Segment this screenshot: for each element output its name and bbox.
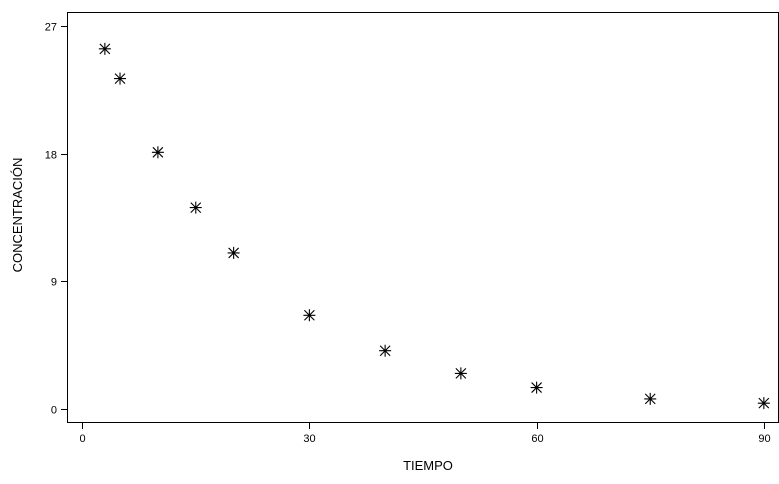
y-tick-label: 0 <box>51 405 57 417</box>
y-axis-title: CONCENTRACIÓN <box>10 158 25 273</box>
x-axis-title: TIEMPO <box>403 458 453 473</box>
data-point <box>303 309 316 322</box>
data-point <box>757 397 770 410</box>
plot-frame <box>67 12 779 423</box>
y-tick-label: 27 <box>45 22 57 34</box>
data-point <box>379 344 392 357</box>
data-point <box>227 246 240 259</box>
x-tick-label: 30 <box>303 433 315 445</box>
y-tick-label: 18 <box>45 150 57 162</box>
y-tick-label: 9 <box>51 277 57 289</box>
data-point <box>98 42 111 55</box>
x-tick-label: 90 <box>758 433 770 445</box>
data-point <box>644 392 657 405</box>
x-tick-label: 60 <box>531 433 543 445</box>
data-point <box>530 381 543 394</box>
data-point <box>114 72 127 85</box>
data-point <box>189 201 202 214</box>
x-tick-label: 0 <box>79 433 85 445</box>
data-point <box>151 146 164 159</box>
data-point <box>454 367 467 380</box>
